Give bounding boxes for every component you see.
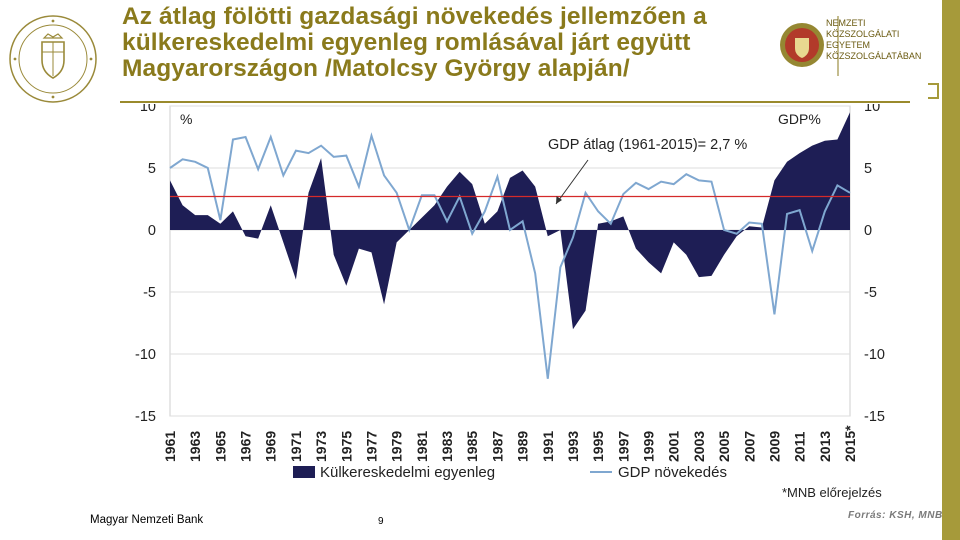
x-tick-label: 2003 [691,431,707,462]
side-bracket-mark [928,83,939,99]
legend-label-trade: Külkereskedelmi egyenleg [320,464,495,481]
university-logo [778,14,950,80]
x-tick-label: 1993 [565,431,581,462]
x-tick-label: 1991 [540,431,556,462]
x-tick-label: 2001 [666,431,682,462]
x-tick-label: 1973 [313,431,329,462]
x-tick-label: 2013 [817,431,833,462]
x-tick-label: 1977 [363,431,379,462]
x-tick-label: 1967 [238,431,254,462]
source-note: Forrás: KSH, MNB [848,510,943,521]
logo-text-4: KÖZSZOLGÁLATÁBAN [826,51,922,61]
plot-area [169,105,851,417]
y-tick-label-right: -5 [864,285,877,301]
y-tick-label-left: 10 [140,104,156,115]
x-tick-label: 1985 [464,431,480,462]
x-tick-label: 1975 [338,431,354,462]
legend-swatch-trade [293,466,315,478]
x-tick-label: 1965 [212,431,228,462]
x-tick-label: 1969 [263,431,279,462]
area-layer [170,112,850,330]
x-tick-label: 2011 [792,431,808,462]
logo-text-1: NEMZETI [826,18,866,28]
trade-balance-area [170,112,850,330]
y-tick-label-left: -5 [143,285,156,301]
x-tick-label: 1989 [515,431,531,462]
title-line-3: Magyarországon /Matolcsy György alapján/ [122,55,630,82]
logo-text-2: KÖZSZOLGÁLATI [826,29,900,39]
y-tick-label-left: -10 [135,347,156,363]
gdp-growth-line [169,132,851,379]
x-tick-label: 1981 [414,431,430,462]
slide-title: Az átlag fölötti gazdasági növekedés jel… [122,4,882,82]
x-tick-label: 1963 [187,431,203,462]
x-tick-label: 1999 [641,431,657,462]
logo-text-3: EGYETEM [826,40,871,50]
annotation-arrow-line [555,159,589,205]
title-line-1: Az átlag fölötti gazdasági növekedés jel… [122,3,707,30]
line-layer [169,132,851,379]
right-axis-ticks: 10 5 0 -5 -10 -15 [864,99,885,425]
y-tick-label-right: 0 [864,223,872,239]
x-tick-label: 1983 [439,431,455,462]
page-number: 9 [378,516,384,527]
gdp-average-annotation: GDP átlag (1961-2015)= 2,7 % [548,137,747,153]
y-tick-label-right: 5 [864,161,872,177]
grid-layer [170,105,850,417]
forecast-footnote: *MNB előrejelzés [782,485,882,500]
left-axis-ticks: 10 5 0 -5 -10 -15 [135,99,156,425]
university-emblem [780,16,839,76]
x-tick-label: 1979 [389,431,405,462]
chart-panel: 10 5 0 -5 -10 -15 10 5 0 -5 -10 -15 1961 1963 1965 19… [118,99,898,496]
y-tick-label-left: -15 [135,409,156,425]
annotation-arrow-head [556,196,562,204]
y-tick-label-right: -15 [864,409,885,425]
y-tick-label-right: 10 [864,104,880,115]
x-tick-label: 1971 [288,431,304,462]
title-line-2: külkereskedelmi egyenleg romlásával járt… [122,29,691,56]
x-tick-label: 2005 [716,431,732,462]
x-tick-label: 2015* [842,425,858,462]
x-tick-label: 1995 [590,431,606,462]
x-tick-label: 1961 [162,431,178,462]
x-tick-label: 2009 [766,431,782,462]
mnb-seal-logo [6,12,100,106]
right-axis-unit: GDP% [778,111,821,127]
right-accent-bar [942,0,960,540]
left-axis-unit: % [180,111,192,127]
x-tick-label: 2007 [741,431,757,462]
y-tick-label-right: -10 [864,347,885,363]
x-axis-ticks: 1961 1963 1965 1967 1969 1971 1973 1975 1977 1979… [162,425,858,462]
title-divider [120,101,910,103]
y-tick-label-left: 0 [148,223,156,239]
y-tick-label-left: 5 [148,161,156,177]
footer-bank-name: Magyar Nemzeti Bank [90,514,204,526]
seal-graphic [9,15,97,103]
x-tick-label: 1997 [615,431,631,462]
legend-label-gdp: GDP növekedés [618,464,727,481]
x-tick-label: 1987 [489,431,505,462]
